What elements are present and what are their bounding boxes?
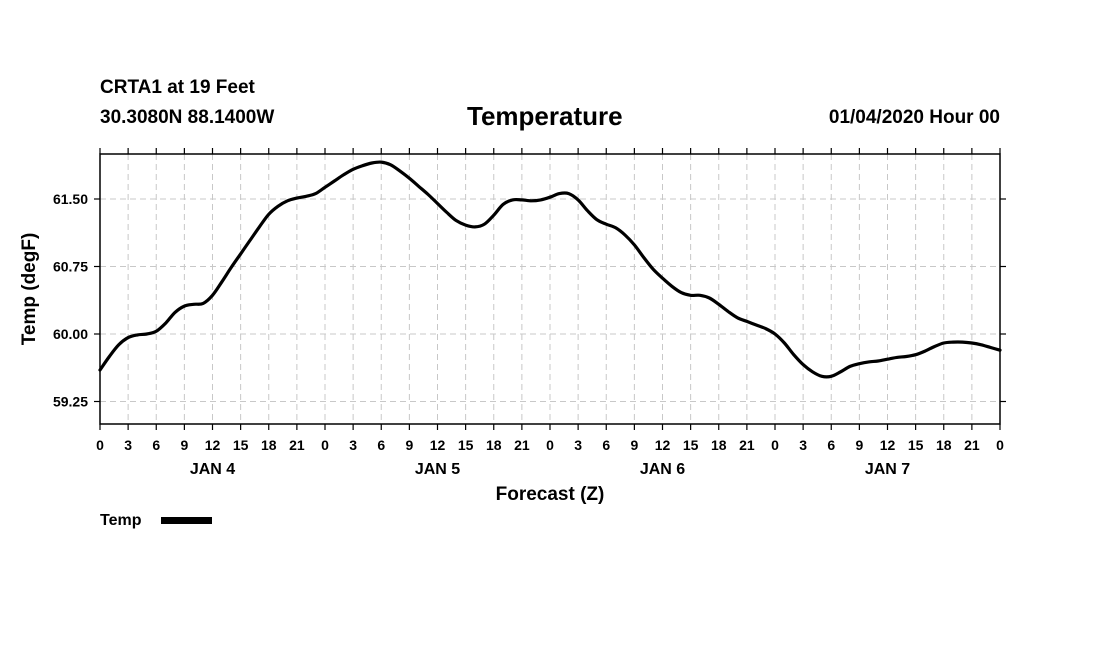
- x-tick-label: 18: [936, 437, 952, 453]
- x-tick-label: 12: [880, 437, 896, 453]
- legend-label-temp: Temp: [100, 512, 142, 529]
- x-tick-label: 12: [430, 437, 446, 453]
- chart-title: Temperature: [467, 101, 623, 131]
- x-tick-label: 6: [827, 437, 835, 453]
- station-label: CRTA1 at 19 Feet: [100, 77, 255, 98]
- x-tick-label: 0: [96, 437, 104, 453]
- x-tick-label: 3: [799, 437, 807, 453]
- x-tick-label: 21: [289, 437, 305, 453]
- grid: [100, 154, 1000, 424]
- day-label: JAN 7: [865, 461, 910, 478]
- x-tick-label: 0: [546, 437, 554, 453]
- x-tick-label: 6: [152, 437, 160, 453]
- x-tick-label: 21: [514, 437, 530, 453]
- day-labels: JAN 4 JAN 5 JAN 6 JAN 7: [190, 461, 910, 478]
- x-tick-label: 15: [683, 437, 699, 453]
- x-tick-label: 9: [630, 437, 638, 453]
- x-tick-label: 21: [739, 437, 755, 453]
- temp-series-line: [98, 160, 1002, 379]
- forecast-datetime: 01/04/2020 Hour 00: [828, 107, 1000, 128]
- x-tick-label: 3: [574, 437, 582, 453]
- x-tick-label: 0: [996, 437, 1004, 453]
- x-tick-label: 12: [205, 437, 221, 453]
- x-tick-label: 15: [233, 437, 249, 453]
- x-axis-title: Forecast (Z): [496, 484, 605, 505]
- x-tick-label: 15: [908, 437, 924, 453]
- x-tick-label: 21: [964, 437, 980, 453]
- x-axis: 0 3 6 9 12 15 18 21 0 3 6 9 12 15 18 21 0 3 6 9 12 15 18 21 0 3 6 9…: [96, 148, 1004, 453]
- y-axis: 59.25 60.00 60.75 61.50: [53, 191, 1006, 410]
- x-tick-label: 15: [458, 437, 474, 453]
- y-tick-label: 60.00: [53, 326, 88, 342]
- x-tick-label: 18: [711, 437, 727, 453]
- x-tick-label: 6: [602, 437, 610, 453]
- y-tick-label: 61.50: [53, 191, 88, 207]
- legend: Temp: [100, 512, 212, 529]
- x-tick-label: 9: [180, 437, 188, 453]
- x-tick-label: 18: [486, 437, 502, 453]
- y-tick-label: 59.25: [53, 394, 88, 410]
- x-tick-label: 9: [855, 437, 863, 453]
- x-tick-label: 6: [377, 437, 385, 453]
- x-tick-label: 12: [655, 437, 671, 453]
- x-tick-label: 0: [321, 437, 329, 453]
- x-tick-label: 18: [261, 437, 277, 453]
- coordinates-label: 30.3080N 88.1400W: [100, 107, 275, 128]
- x-tick-label: 3: [349, 437, 357, 453]
- x-tick-label: 9: [405, 437, 413, 453]
- day-label: JAN 5: [415, 461, 460, 478]
- day-label: JAN 4: [190, 461, 235, 478]
- day-label: JAN 6: [640, 461, 685, 478]
- x-tick-label: 3: [124, 437, 132, 453]
- y-tick-label: 60.75: [53, 259, 88, 275]
- x-tick-label: 0: [771, 437, 779, 453]
- y-axis-title: Temp (degF): [19, 233, 40, 346]
- legend-swatch-temp: [161, 517, 212, 524]
